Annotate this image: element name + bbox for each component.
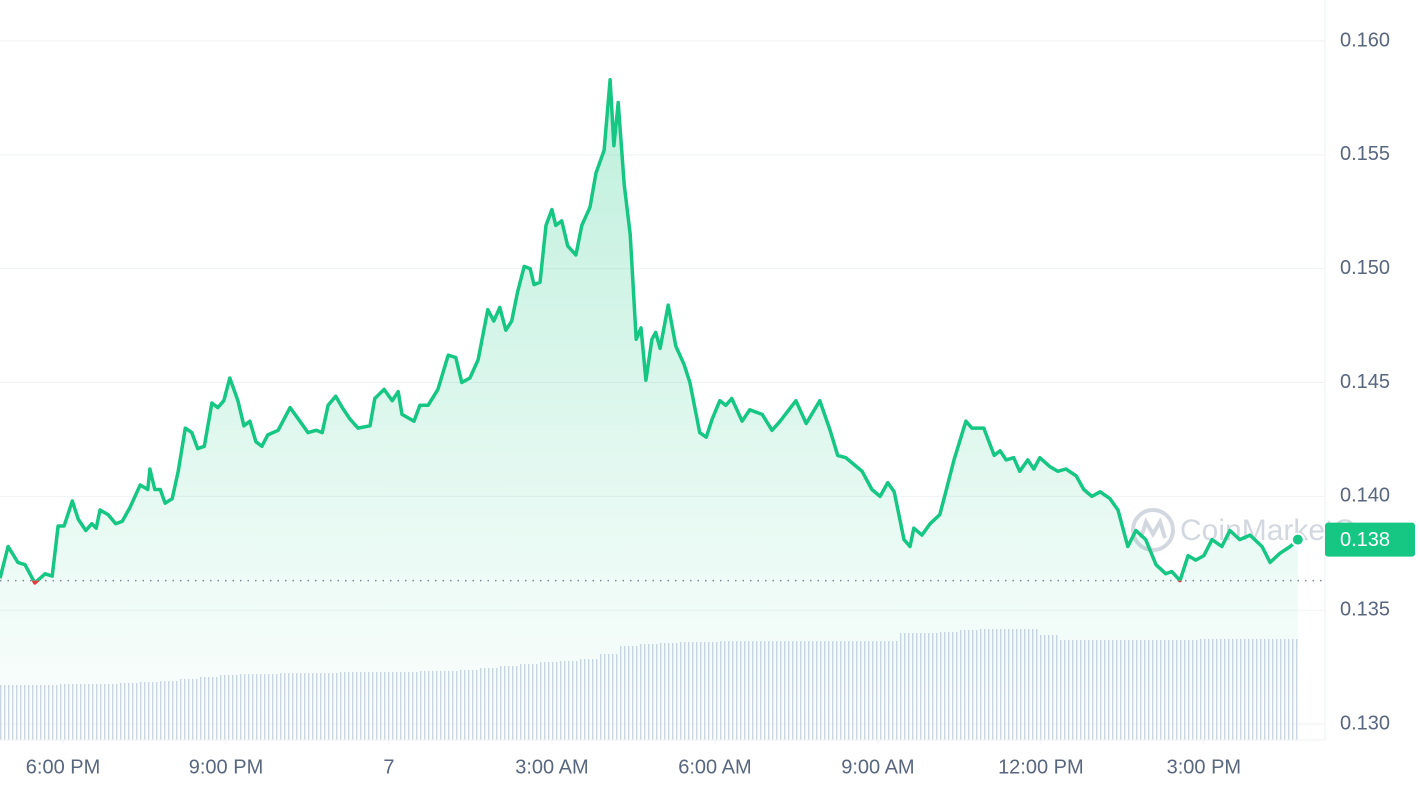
x-tick-label: 3:00 PM: [1167, 756, 1241, 778]
x-tick-label: 6:00 PM: [26, 756, 100, 778]
x-tick-label: 3:00 AM: [515, 756, 588, 778]
watermark-logo-mark: [1139, 517, 1167, 539]
y-tick-label: 0.135: [1340, 598, 1390, 620]
last-price-label: 0.138: [1340, 529, 1390, 551]
last-point: [1290, 532, 1305, 547]
y-tick-label: 0.155: [1340, 143, 1390, 165]
y-tick-label: 0.145: [1340, 371, 1390, 393]
y-tick-label: 0.160: [1340, 29, 1390, 51]
x-tick-label: 6:00 AM: [678, 756, 751, 778]
watermark-logo: [1131, 508, 1175, 552]
axes: 0.130 0.135 0.140 0.145 0.150 0.155 0.160 6:00 …: [0, 0, 1415, 778]
y-tick-label: 0.130: [1340, 712, 1390, 734]
x-tick-label: 9:00 AM: [841, 756, 914, 778]
plot: [0, 77, 1325, 740]
y-tick-label: 0.140: [1340, 485, 1390, 507]
y-tick-label: 0.150: [1340, 257, 1390, 279]
x-tick-label: 7: [383, 756, 394, 778]
price-area: [0, 79, 1298, 740]
x-tick-label: 9:00 PM: [189, 756, 263, 778]
x-tick-label: 12:00 PM: [998, 756, 1084, 778]
price-line-up: [0, 77, 1299, 581]
last-price-tag: [1325, 522, 1415, 557]
